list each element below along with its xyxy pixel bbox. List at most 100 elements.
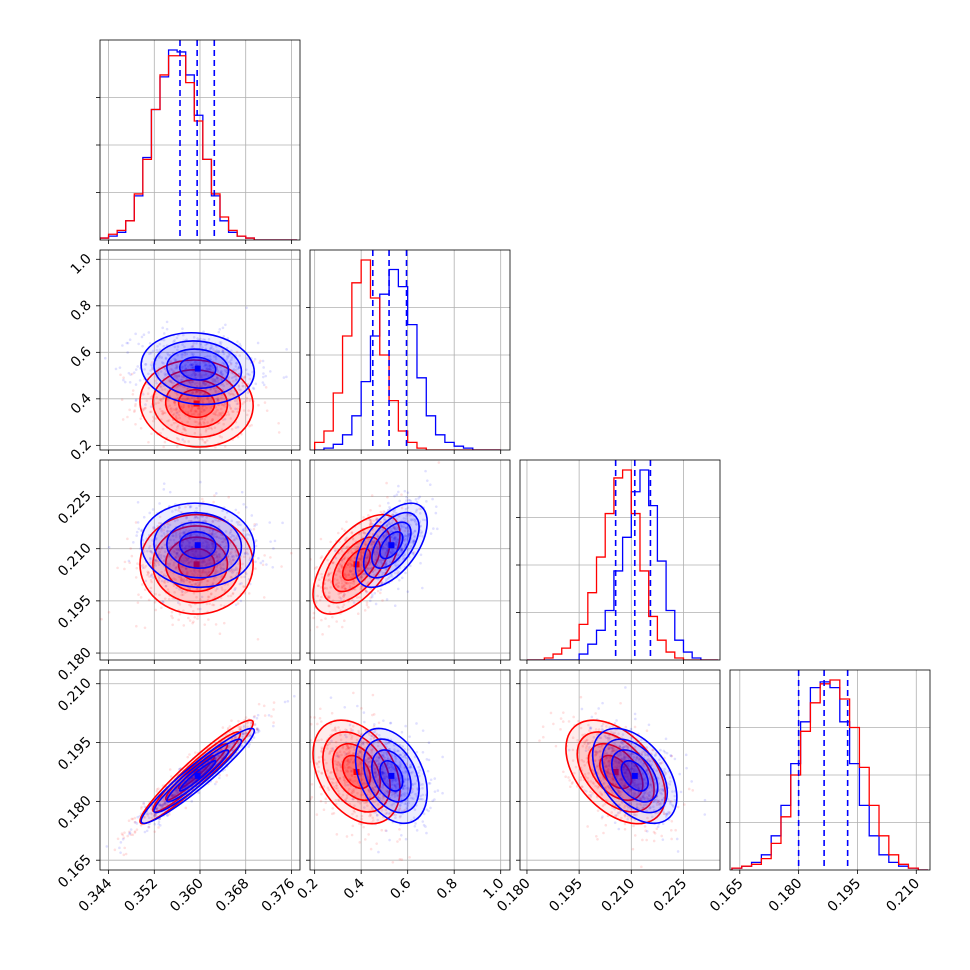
scatter-point [100, 617, 103, 621]
scatter-point [182, 577, 186, 581]
histogram-step-series-2 [526, 469, 719, 660]
scatter-point [124, 852, 128, 856]
scatter-point [392, 526, 395, 530]
scatter-point [159, 554, 163, 557]
scatter-point [147, 331, 151, 334]
scatter-point [403, 777, 407, 781]
scatter-point [162, 554, 166, 558]
scatter-point [161, 804, 164, 807]
scatter-point [359, 551, 362, 555]
scatter-point [318, 598, 322, 602]
scatter-point [189, 523, 193, 526]
scatter-point [384, 808, 388, 812]
scatter-point [216, 399, 220, 402]
scatter-point [212, 545, 215, 549]
scatter-point [263, 714, 267, 717]
scatter-point [377, 741, 380, 744]
scatter-point [338, 729, 342, 733]
scatter-point [150, 573, 154, 576]
scatter-point [225, 382, 229, 386]
scatter-point [206, 541, 210, 544]
scatter-point [193, 568, 197, 572]
scatter-point [230, 349, 233, 352]
scatter-point [294, 641, 297, 644]
scatter-point [184, 544, 188, 548]
scatter-point [236, 425, 240, 429]
scatter-point [208, 364, 212, 368]
scatter-point [375, 756, 379, 759]
scatter-point [212, 535, 216, 538]
scatter-point [176, 518, 179, 522]
scatter-point [198, 372, 202, 376]
scatter-point [242, 732, 246, 736]
scatter-point [162, 559, 166, 562]
scatter-point [193, 420, 197, 423]
scatter-point [130, 372, 134, 376]
scatter-point [210, 531, 214, 535]
scatter-point [349, 779, 352, 783]
scatter-point [171, 616, 174, 620]
scatter-point [263, 554, 266, 557]
scatter-point [222, 384, 225, 388]
scatter-point [166, 801, 169, 805]
scatter-point [310, 795, 314, 799]
scatter-point [428, 483, 432, 486]
scatter-point [194, 373, 198, 376]
scatter-point [382, 535, 385, 538]
scatter-point [359, 557, 363, 561]
scatter-point [401, 787, 404, 790]
scatter-point [161, 600, 164, 603]
scatter-point [372, 540, 375, 544]
scatter-point [349, 576, 352, 579]
scatter-point [356, 545, 360, 548]
scatter-point [360, 575, 363, 578]
scatter-point [353, 804, 356, 808]
scatter-point [327, 604, 330, 608]
scatter-point [393, 526, 396, 529]
scatter-point [199, 410, 203, 414]
scatter-point [214, 386, 218, 390]
scatter-point [246, 552, 249, 556]
panel-frame [309, 249, 511, 451]
scatter-point [168, 562, 172, 566]
scatter-point [236, 571, 239, 575]
scatter-point [162, 559, 166, 563]
scatter-point [256, 727, 259, 731]
scatter-point [197, 570, 201, 574]
scatter-point [148, 822, 151, 826]
scatter-point [414, 822, 417, 825]
scatter-point [337, 531, 340, 535]
scatter-point [178, 531, 182, 535]
scatter-point [254, 567, 257, 570]
scatter-point [119, 841, 123, 844]
scatter-point [213, 377, 216, 381]
scatter-point [346, 759, 350, 763]
scatter-point [369, 523, 372, 527]
scatter-point [341, 793, 345, 797]
scatter-point [370, 749, 374, 752]
scatter-point [306, 589, 309, 592]
scatter-point [184, 559, 187, 563]
scatter-point [123, 846, 126, 850]
scatter-point [221, 348, 225, 352]
scatter-point [131, 389, 135, 392]
scatter-point [211, 603, 214, 607]
scatter-point [176, 424, 180, 428]
scatter-point [154, 559, 158, 563]
scatter-point [159, 556, 163, 560]
scatter-point [236, 399, 239, 403]
scatter-point [398, 857, 402, 861]
scatter-point [171, 793, 175, 797]
scatter-point [149, 363, 153, 367]
scatter-point [404, 571, 407, 575]
scatter-point [288, 761, 291, 764]
scatter-point [200, 570, 204, 574]
scatter-point [394, 542, 398, 546]
scatter-point [222, 468, 225, 471]
scatter-point [342, 584, 346, 587]
scatter-point [229, 552, 232, 556]
scatter-point [193, 553, 196, 557]
scatter-point [365, 758, 368, 762]
scatter-point [394, 536, 397, 540]
